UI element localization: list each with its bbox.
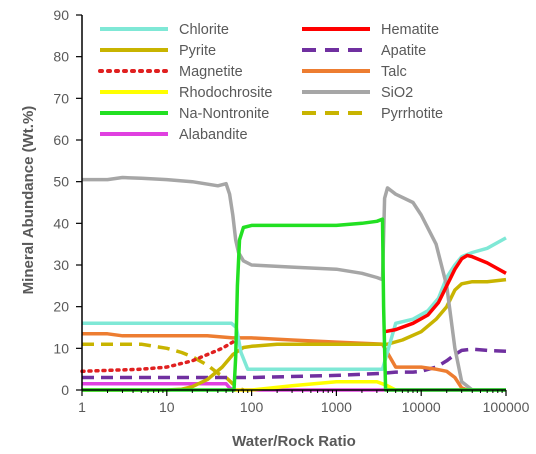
axes: 0 10 20 30 40 50 60 70 80 90 1 10 100 1000 10000 100000 (53, 7, 529, 415)
x-tick-label: 100 (240, 399, 264, 415)
x-tick-label: 10 (159, 399, 175, 415)
y-tick-label: 90 (53, 7, 69, 23)
series-lines (80, 175, 507, 392)
x-tick-label: 1 (78, 399, 86, 415)
y-tick-label: 50 (53, 174, 69, 190)
legend-label-sio2: SiO2 (381, 85, 413, 101)
series-line-magnetite (80, 336, 241, 374)
legend: Chlorite Hematite Pyrite Apatite Magnetite Ta… (98, 22, 443, 143)
x-tick-label: 100000 (483, 399, 530, 415)
y-tick-label: 20 (53, 299, 69, 315)
y-tick-label: 70 (53, 90, 69, 106)
y-tick-label: 30 (53, 257, 69, 273)
legend-label-pyrite: Pyrite (179, 43, 216, 59)
y-tick-label: 60 (53, 132, 69, 148)
series-line-sio2 (82, 175, 506, 392)
x-tick-label: 1000 (321, 399, 352, 415)
legend-label-pyrrhotite: Pyrrhotite (381, 106, 443, 122)
y-tick-label: 0 (61, 382, 69, 398)
series-line-pyrite (82, 277, 507, 392)
legend-label-hematite: Hematite (381, 22, 439, 38)
y-tick-label: 10 (53, 340, 69, 356)
series-line-na-nontronite (82, 217, 506, 392)
y-tick-label: 80 (53, 49, 69, 65)
y-tick-label: 40 (53, 215, 69, 231)
x-tick-label: 10000 (402, 399, 441, 415)
series-line-hematite (384, 253, 507, 334)
series-line-apatite (82, 347, 507, 380)
legend-label-chlorite: Chlorite (179, 22, 229, 38)
legend-label-alabandite: Alabandite (179, 127, 248, 143)
x-axis-title: Water/Rock Ratio (232, 433, 356, 450)
legend-label-talc: Talc (381, 64, 407, 80)
legend-label-rhodochrosite: Rhodochrosite (179, 85, 273, 101)
legend-label-magnetite: Magnetite (179, 64, 243, 80)
legend-label-na-nontronite: Na-Nontronite (179, 106, 269, 122)
legend-label-apatite: Apatite (381, 43, 426, 59)
y-axis-title: Mineral Abundance (Wt.%) (20, 106, 37, 295)
series-line-talc (82, 332, 468, 392)
